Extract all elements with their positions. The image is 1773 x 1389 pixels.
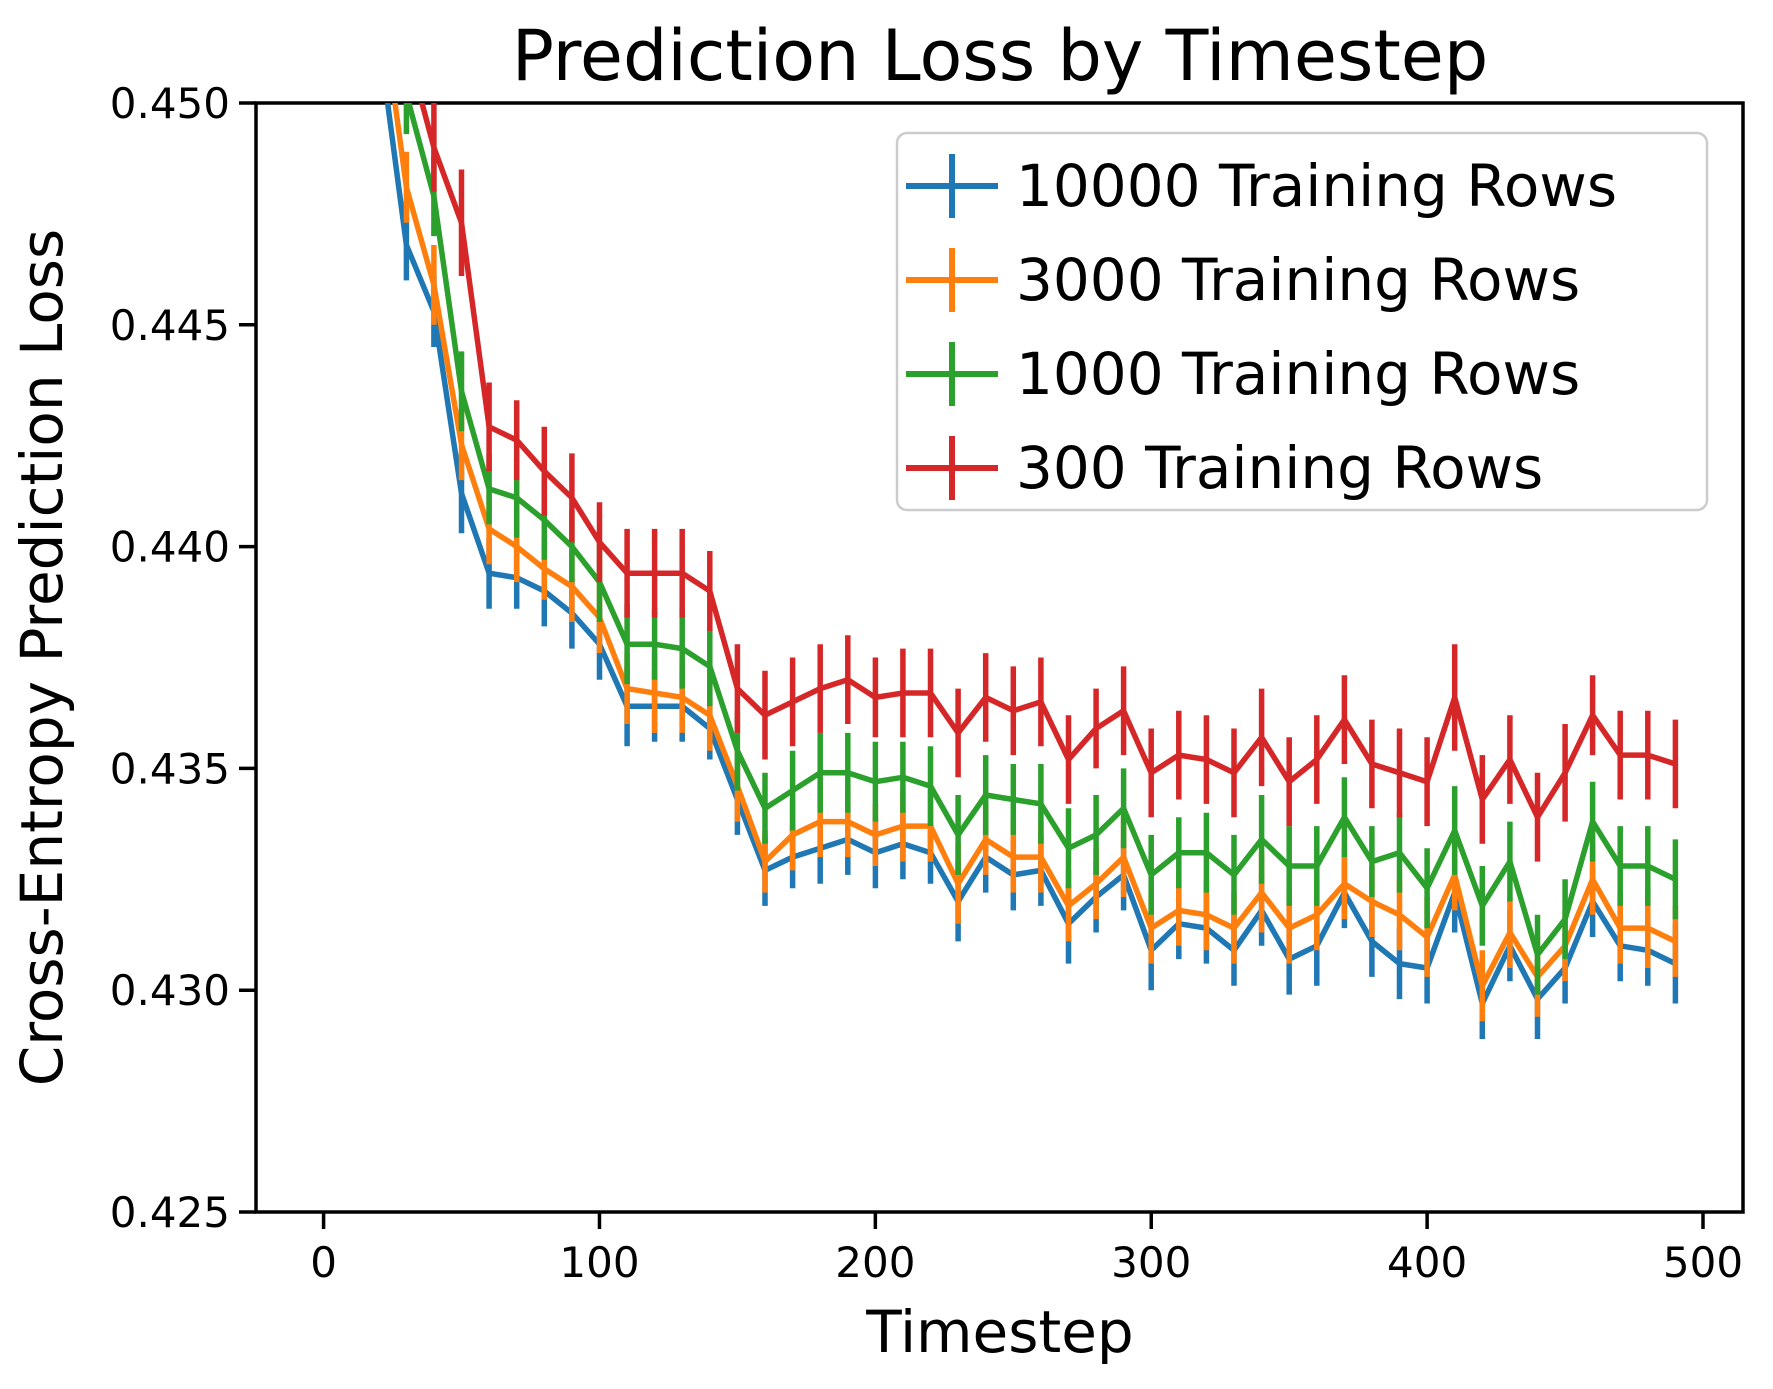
x-tick-label: 500: [1663, 1238, 1743, 1287]
legend-entry: 3000 Training Rows: [906, 246, 1580, 314]
x-tick-label: 300: [1111, 1238, 1191, 1287]
series-line-1000-training-rows: [405, 103, 1677, 958]
x-tick-label: 400: [1387, 1238, 1467, 1287]
x-tick-label: 200: [835, 1238, 915, 1287]
plot-area: [254, 101, 1745, 1214]
legend-label: 300 Training Rows: [1016, 434, 1543, 502]
y-axis-label: Cross-Entropy Prediction Loss: [8, 229, 76, 1086]
legend-label: 10000 Training Rows: [1016, 152, 1617, 220]
y-tick-label: 0.445: [110, 301, 230, 350]
legend-label: 1000 Training Rows: [1016, 340, 1580, 408]
series-line-300-training-rows: [419, 103, 1677, 820]
series-line-3000-training-rows: [392, 103, 1677, 989]
x-axis-tick-labels: 0 100 200 300 400 500: [310, 1238, 1743, 1287]
x-tick-label: 100: [559, 1238, 639, 1287]
y-axis-tick-labels: 0.450 0.445 0.440 0.435 0.430 0.425: [110, 79, 230, 1237]
x-axis-label: Timestep: [865, 1298, 1133, 1366]
legend-entry: 300 Training Rows: [906, 434, 1543, 502]
legend-entry: 1000 Training Rows: [906, 340, 1580, 408]
y-tick-label: 0.430: [110, 966, 230, 1015]
legend-box: 10000 Training Rows 3000 Training Rows 1…: [895, 131, 1709, 512]
legend-frame: [895, 131, 1709, 512]
series-group: [384, 103, 1679, 1039]
y-tick-label: 0.435: [110, 744, 230, 793]
series-line-10000-training-rows: [384, 103, 1677, 1007]
y-tick-label: 0.440: [110, 523, 230, 572]
legend-entry: 10000 Training Rows: [906, 152, 1617, 220]
y-tick-label: 0.450: [110, 79, 230, 128]
y-tick-label: 0.425: [110, 1188, 230, 1237]
x-tick-label: 0: [310, 1238, 337, 1287]
chart-title: Prediction Loss by Timestep: [512, 15, 1489, 97]
tick-marks: [239, 101, 1705, 1229]
legend-label: 3000 Training Rows: [1016, 246, 1580, 314]
